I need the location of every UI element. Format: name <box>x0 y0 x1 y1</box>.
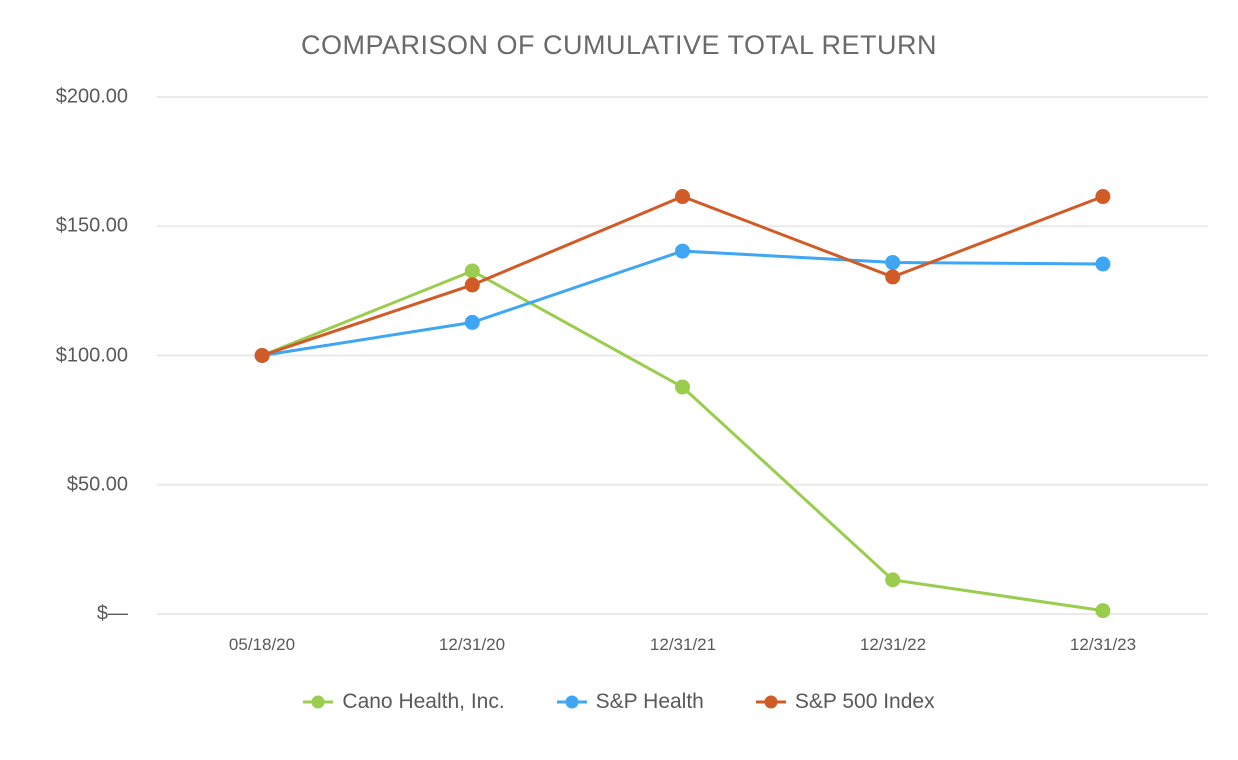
x-tick-label: 12/31/22 <box>859 635 927 654</box>
legend-marker <box>303 695 334 709</box>
legend-label: S&P 500 Index <box>794 690 935 713</box>
legend-label: S&P Health <box>595 690 704 713</box>
legend-marker <box>556 695 587 709</box>
y-tick-label: $150.00 <box>55 214 128 237</box>
data-point <box>675 189 690 205</box>
series-line <box>261 194 1104 357</box>
data-point <box>1095 256 1111 272</box>
x-tick-label: 12/31/20 <box>438 635 506 654</box>
legend-item: Cano Health, Inc. <box>303 690 505 714</box>
data-point <box>1095 189 1111 205</box>
x-tick-label: 12/31/23 <box>1069 635 1137 654</box>
data-point <box>885 254 901 270</box>
y-tick-label: $— <box>96 602 128 625</box>
chart-legend: Cano Health, Inc. S&P Health S&P 500 Ind… <box>0 690 1238 714</box>
x-tick-label: 12/31/21 <box>649 635 717 654</box>
legend-item: S&P 500 Index <box>755 690 935 714</box>
legend-item: S&P Health <box>556 690 704 714</box>
series-line <box>261 269 1104 613</box>
y-tick-label: $50.00 <box>66 473 128 496</box>
data-point <box>1095 603 1111 619</box>
data-point <box>464 314 480 330</box>
x-tick-label: 05/18/20 <box>228 635 296 654</box>
legend-label: Cano Health, Inc. <box>342 690 505 713</box>
data-point <box>464 263 480 279</box>
chart-title: COMPARISON OF CUMULATIVE TOTAL RETURN <box>300 30 938 60</box>
data-point <box>885 572 901 588</box>
y-tick-label: $200.00 <box>55 85 128 108</box>
data-point <box>254 348 270 363</box>
legend-marker <box>755 695 786 709</box>
data-point <box>675 379 690 395</box>
data-point <box>464 277 480 293</box>
data-point <box>675 243 690 259</box>
data-point <box>885 269 901 285</box>
y-tick-label: $100.00 <box>55 344 128 367</box>
